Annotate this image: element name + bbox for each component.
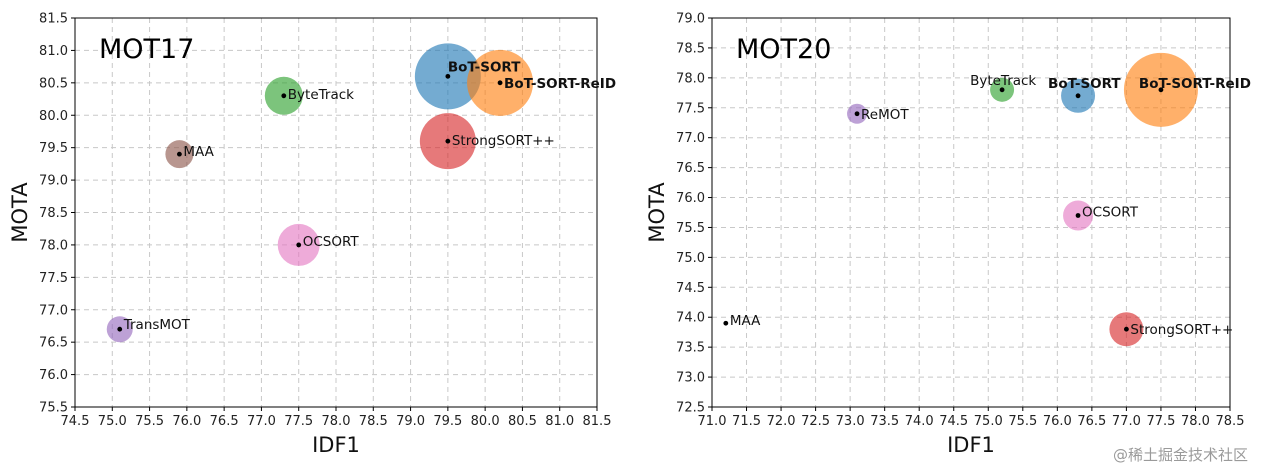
point-marker: [445, 138, 451, 144]
point-label: BoT-SORT: [1048, 76, 1121, 92]
y-tick-label: 76.0: [676, 191, 705, 206]
x-tick-label: 79.5: [433, 414, 462, 429]
x-axis-label: IDF1: [947, 433, 995, 457]
point-label: MAA: [730, 313, 761, 329]
y-tick-label: 76.0: [39, 368, 68, 383]
y-tick-label: 77.5: [676, 101, 705, 116]
x-tick-label: 75.0: [98, 414, 127, 429]
y-tick-label: 75.5: [676, 221, 705, 236]
y-tick-label: 78.0: [676, 71, 705, 86]
watermark: @稀土掘金技术社区: [1112, 446, 1248, 464]
x-tick-label: 77.5: [1146, 414, 1175, 429]
y-tick-label: 80.0: [39, 109, 68, 124]
y-tick-label: 77.0: [676, 131, 705, 146]
x-tick-label: 80.0: [471, 414, 500, 429]
y-tick-label: 81.5: [39, 12, 68, 27]
x-tick-label: 74.0: [905, 414, 934, 429]
point-marker: [999, 87, 1005, 93]
x-tick-label: 72.0: [767, 414, 796, 429]
x-tick-label: 80.5: [508, 414, 537, 429]
chart-mot17: 74.5 75.0 75.5 76.0 76.5 77.0 77.5 78.0 78.5 79.0…: [8, 12, 616, 458]
y-tick-label: 74.0: [676, 311, 705, 326]
y-tick-label: 81.0: [39, 44, 68, 59]
point-marker: [1075, 93, 1081, 99]
point-label: OCSORT: [1082, 204, 1139, 220]
x-tick-label: 76.0: [1043, 414, 1072, 429]
x-tick-label: 77.5: [284, 414, 313, 429]
x-tick-label: 77.0: [1112, 414, 1141, 429]
point-label: BoT-SORT-ReID: [1139, 76, 1251, 92]
x-tick-label: 71.0: [698, 414, 727, 429]
x-tick-label: 75.5: [135, 414, 164, 429]
y-tick-label: 78.5: [676, 41, 705, 56]
x-tick-label: 78.0: [322, 414, 351, 429]
x-tick-label: 78.5: [359, 414, 388, 429]
x-tick-label: 73.5: [870, 414, 899, 429]
y-tick-label: 78.0: [39, 238, 68, 253]
y-tick-label: 76.5: [39, 336, 68, 351]
y-tick-label: 77.0: [39, 303, 68, 318]
y-tick-label: 73.0: [676, 371, 705, 386]
x-tick-label: 74.5: [939, 414, 968, 429]
y-axis-label: MOTA: [645, 182, 669, 243]
x-tick-label: 73.0: [836, 414, 865, 429]
point-label: StrongSORT++: [1130, 322, 1233, 338]
point-marker: [117, 326, 123, 332]
y-tick-label: 79.5: [39, 141, 68, 156]
point-label: BoT-SORT: [448, 59, 521, 75]
point-marker: [1075, 213, 1081, 218]
y-tick-label: 73.5: [676, 341, 705, 356]
y-tick-label: 75.5: [39, 401, 68, 416]
x-tick-label: 76.0: [172, 414, 201, 429]
x-tick-label: 78.5: [1216, 414, 1245, 429]
y-tick-label: 78.5: [39, 206, 68, 221]
x-tick-label: 72.5: [801, 414, 830, 429]
point-label: MAA: [183, 144, 214, 160]
chart-title: MOT20: [736, 34, 831, 65]
y-tick-label: 74.5: [676, 281, 705, 296]
plot-frame: [711, 17, 1231, 408]
point-marker: [296, 242, 302, 248]
point-label: ByteTrack: [970, 73, 1036, 89]
y-tick-label: 77.5: [39, 271, 68, 286]
x-axis-label: IDF1: [312, 433, 360, 457]
y-tick-label: 72.5: [676, 401, 705, 416]
y-tick-label: 79.0: [676, 12, 705, 27]
point-marker: [177, 151, 182, 157]
x-tick-label: 78.0: [1181, 414, 1210, 429]
point-marker: [281, 93, 287, 99]
point-label: TransMOT: [123, 317, 191, 333]
point-marker: [854, 111, 860, 117]
y-tick-label: 75.0: [676, 251, 705, 266]
x-tick-label: 76.5: [210, 414, 239, 429]
point-marker: [497, 80, 503, 86]
plot-frame: [74, 17, 598, 408]
point-marker: [445, 73, 451, 79]
y-tick-label: 76.5: [676, 161, 705, 176]
x-tick-label: 75.0: [974, 414, 1003, 429]
x-tick-label: 81.0: [545, 414, 574, 429]
x-tick-label: 74.5: [61, 414, 90, 429]
x-tick-label: 75.5: [1008, 414, 1037, 429]
x-tick-label: 76.5: [1077, 414, 1106, 429]
point-label: StrongSORT++: [452, 133, 555, 149]
point-label: ByteTrack: [288, 87, 354, 103]
point-label: ReMOT: [861, 107, 909, 123]
y-axis-label: MOTA: [8, 182, 32, 243]
x-tick-label: 77.0: [247, 414, 276, 429]
point-marker: [1124, 326, 1129, 332]
x-tick-label: 79.0: [396, 414, 425, 429]
point-label: OCSORT: [303, 234, 360, 250]
point-label: BoT-SORT-ReID: [504, 76, 616, 92]
y-tick-label: 80.5: [39, 76, 68, 91]
point-marker: [1158, 87, 1164, 93]
point-marker: [723, 320, 729, 326]
x-tick-label: 81.5: [583, 414, 612, 429]
x-tick-label: 71.5: [732, 414, 761, 429]
chart-mot20: 71.0 71.5 72.0 72.5 73.0 73.5 74.0 74.5 75.0 75.5…: [645, 12, 1251, 458]
y-tick-label: 79.0: [39, 174, 68, 189]
chart-title: MOT17: [99, 34, 194, 65]
